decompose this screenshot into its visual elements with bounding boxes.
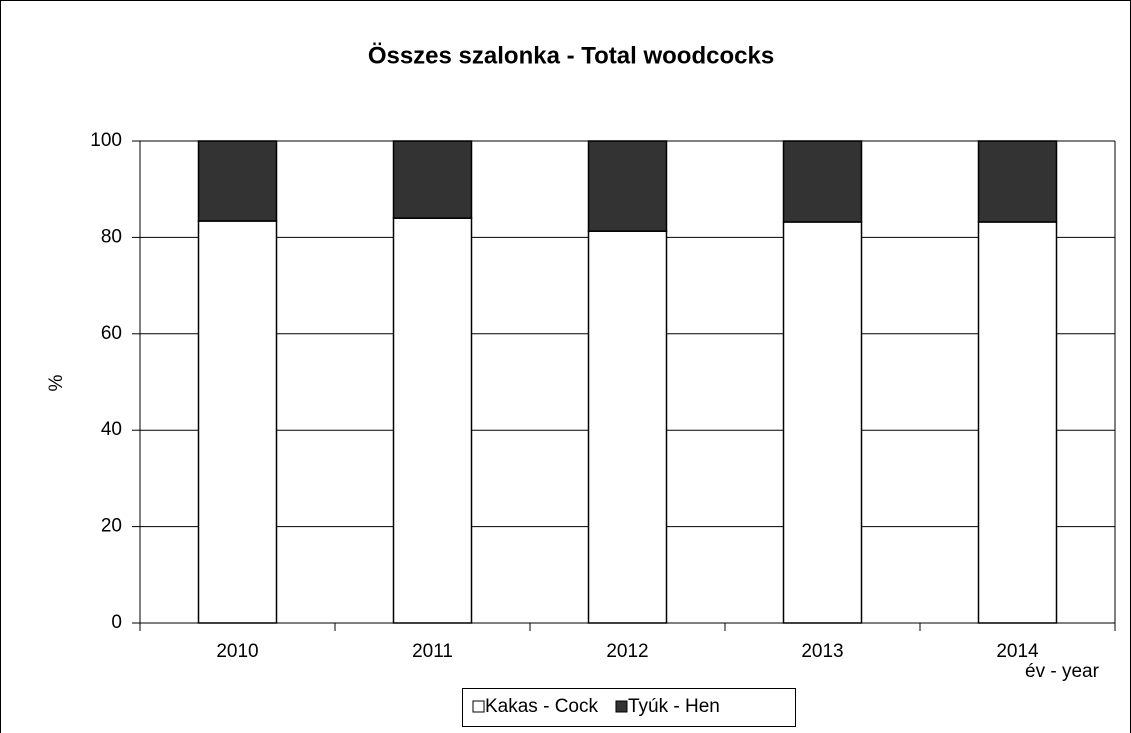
y-tick-label: 100 [90, 130, 122, 151]
bar-segment [782, 140, 863, 223]
legend-label: Kakas - Cock [485, 696, 598, 717]
x-axis-label: év - year [1025, 661, 1100, 682]
legend-swatch [472, 700, 485, 713]
y-tick-label: 0 [111, 612, 122, 633]
bar-segment [587, 140, 668, 232]
x-tick-label: 2013 [801, 641, 843, 662]
bar-segment [392, 140, 473, 219]
legend-label: Tyúk - Hen [628, 696, 720, 717]
x-tick-label: 2010 [216, 641, 258, 662]
bar-segment [197, 140, 278, 222]
bar-segment [587, 230, 668, 624]
x-tick-label: 2011 [412, 641, 453, 662]
x-tick-label: 2012 [606, 641, 648, 662]
y-tick-label: 60 [101, 323, 122, 344]
chart-title: Összes szalonka - Total woodcocks [368, 42, 774, 69]
bar-segment [977, 140, 1058, 223]
bar-segment [197, 220, 278, 624]
legend-swatch [615, 700, 628, 713]
x-tick-label: 2014 [996, 641, 1039, 662]
bar-segment [392, 217, 473, 624]
legend-box [462, 688, 796, 727]
y-tick-label: 80 [101, 226, 122, 247]
y-axis-label: % [46, 374, 67, 391]
y-tick-label: 40 [101, 419, 122, 440]
bar-segment [782, 221, 863, 624]
y-tick-label: 20 [101, 516, 122, 537]
bar-segment [977, 221, 1058, 624]
